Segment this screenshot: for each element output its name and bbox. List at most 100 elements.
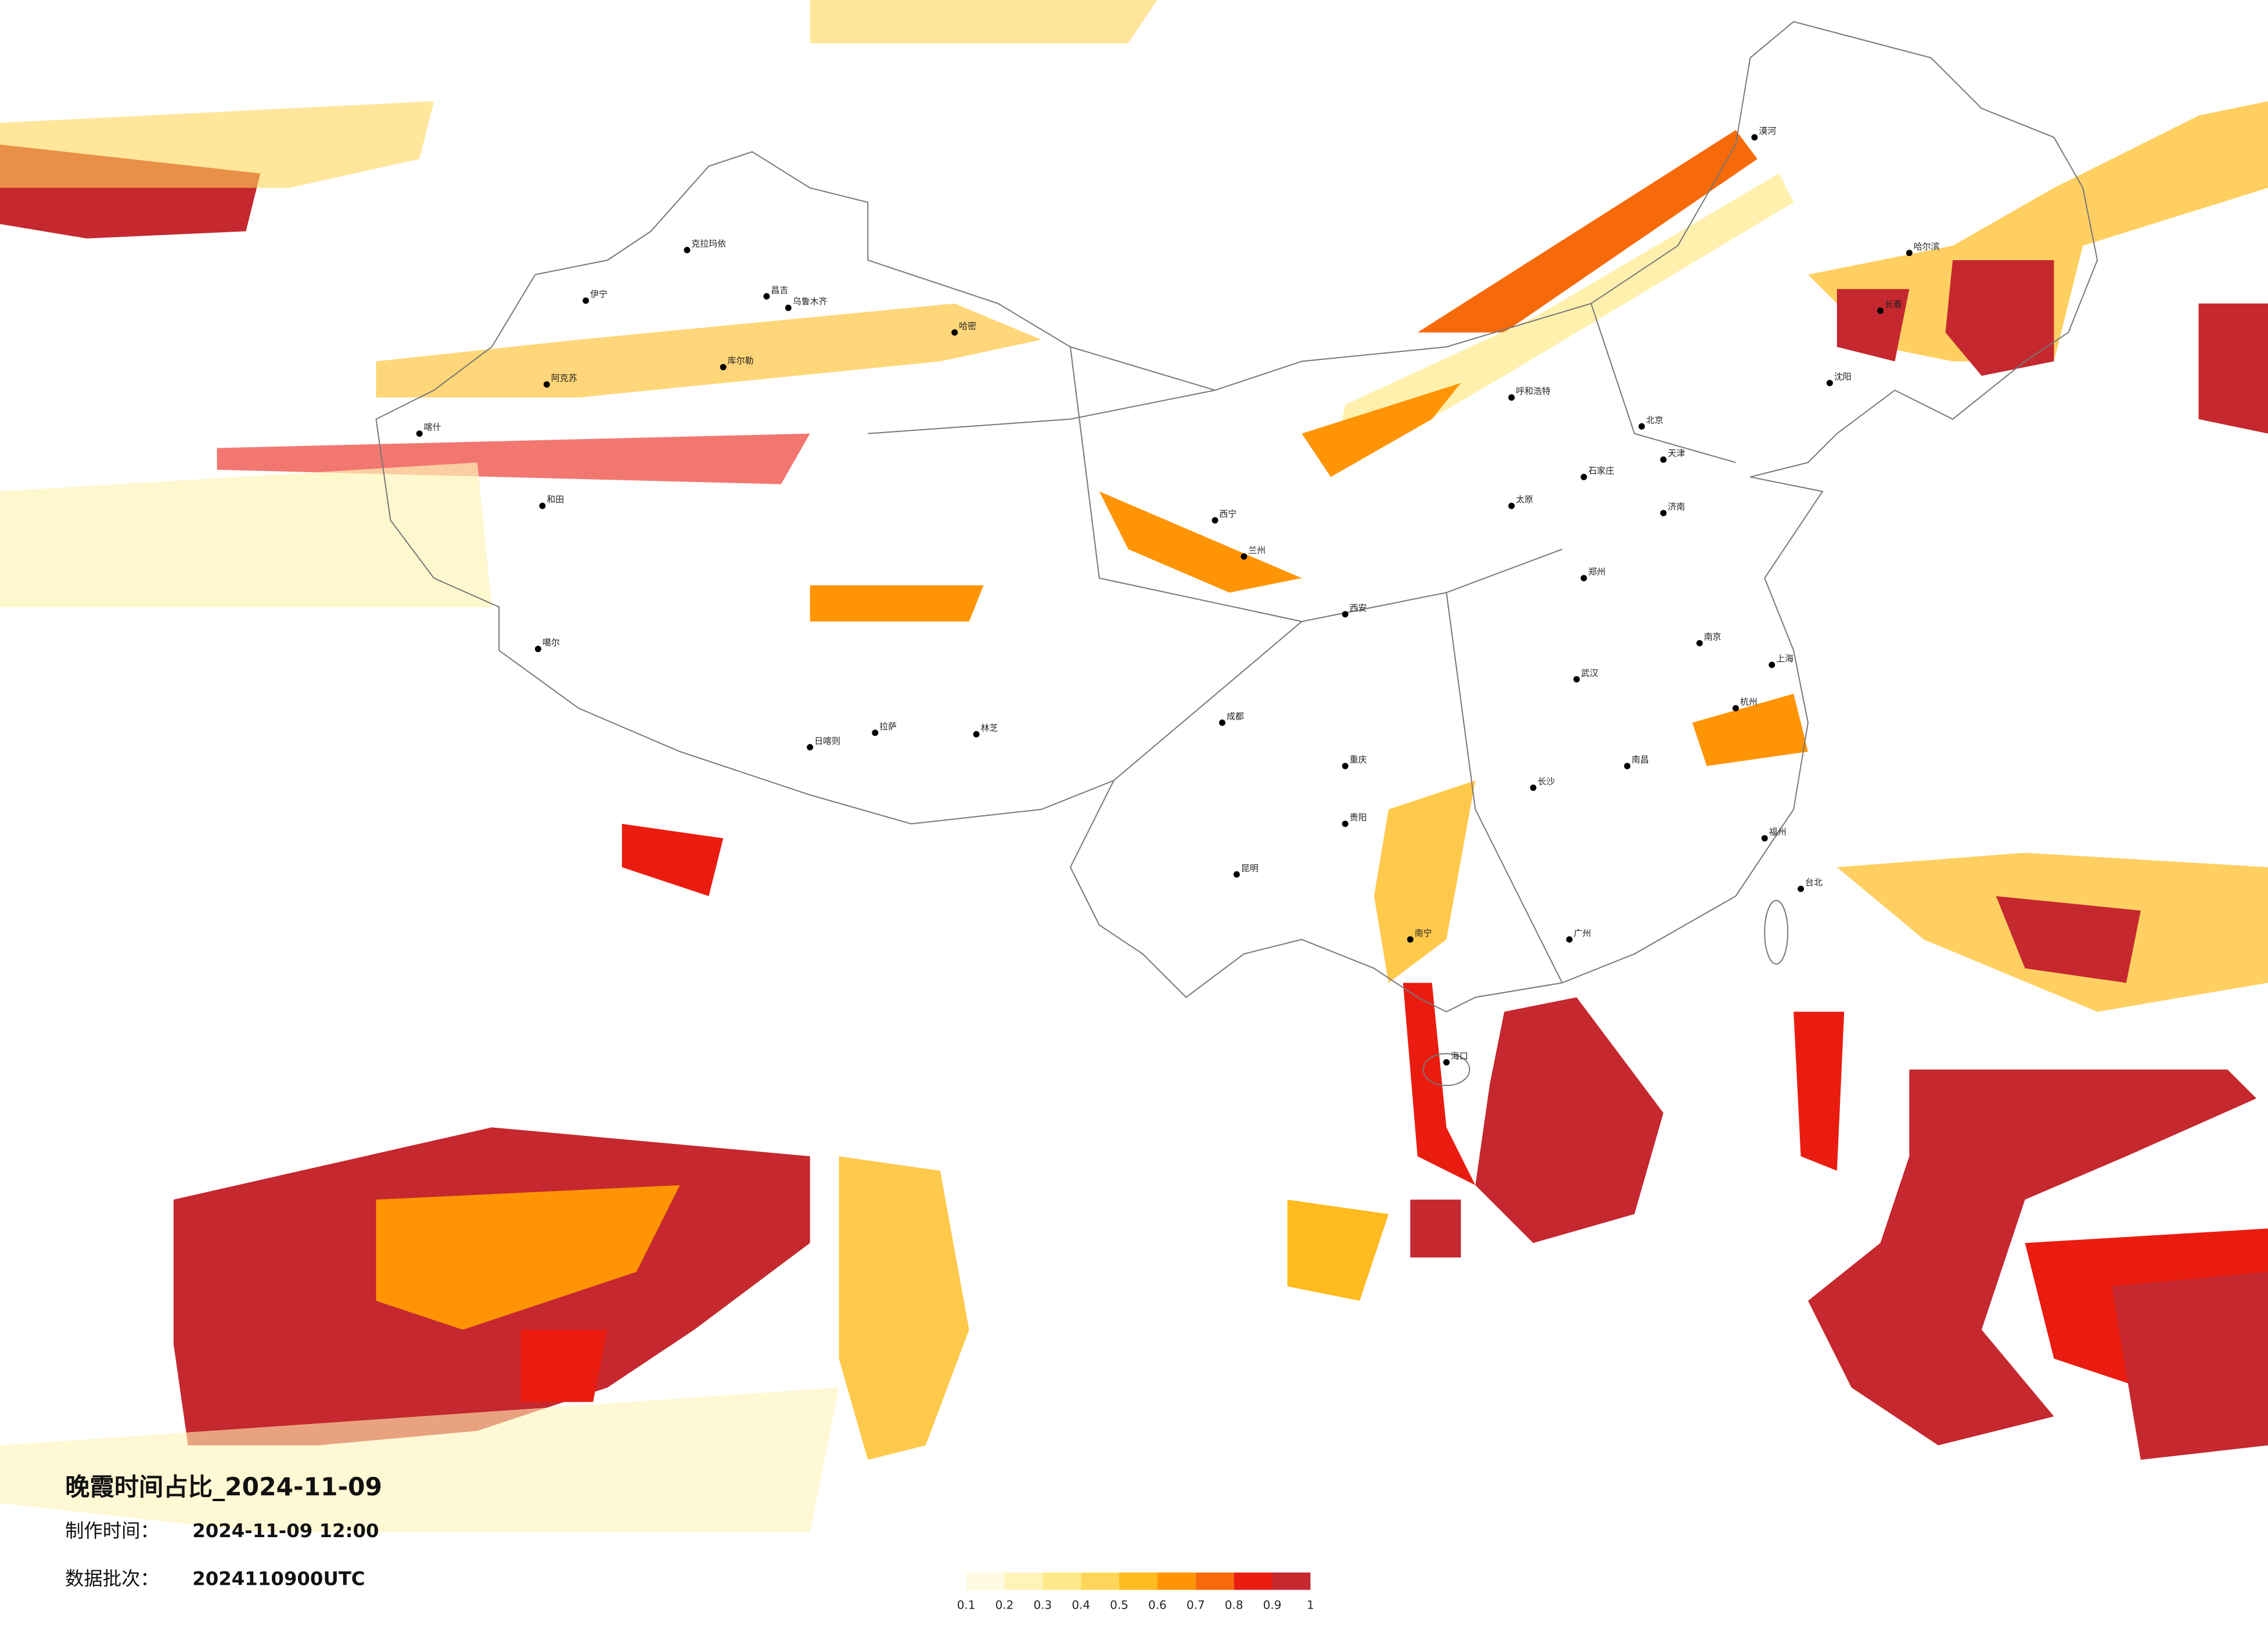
city-label: 漠河	[1759, 125, 1776, 136]
city-dot	[539, 502, 546, 509]
city-dot	[534, 646, 541, 652]
city-dot	[807, 744, 814, 751]
city-dot	[1769, 661, 1775, 668]
city-label: 克拉玛依	[691, 239, 726, 249]
city-dot	[1233, 871, 1240, 878]
city-label: 昌吉	[771, 285, 788, 295]
city-label: 日喀则	[814, 736, 840, 746]
city-dot	[1219, 719, 1225, 726]
city-dot	[1342, 821, 1349, 828]
batch-label: 数据批次：	[65, 1567, 159, 1589]
city-label: 呼和浩特	[1516, 386, 1551, 396]
legend-swatch	[1157, 1572, 1196, 1590]
city-dot	[1696, 640, 1703, 647]
city-label: 南京	[1704, 632, 1721, 642]
city-label: 拉萨	[879, 721, 897, 732]
city-dot	[1407, 936, 1414, 943]
city-dot	[1877, 307, 1884, 314]
city-label: 哈密	[959, 321, 976, 331]
city-label: 贵阳	[1350, 812, 1367, 823]
city-dot	[785, 304, 792, 311]
city-label: 喀什	[424, 422, 441, 433]
legend-swatch	[1195, 1572, 1234, 1590]
legend-swatch	[966, 1572, 1005, 1590]
city-dot	[973, 731, 980, 738]
city-label: 北京	[1646, 415, 1663, 425]
map-title: 晚霞时间占比_2024-11-09	[65, 1473, 382, 1501]
city-label: 沈阳	[1834, 372, 1852, 382]
city-label: 海口	[1451, 1051, 1468, 1061]
legend-tick-label: 0.6	[1148, 1599, 1167, 1612]
legend-swatch	[1004, 1572, 1043, 1590]
city-dot	[543, 381, 550, 388]
city-label: 和田	[547, 494, 564, 505]
china-outline	[375, 21, 2098, 1087]
city-label: 广州	[1574, 928, 1591, 938]
city-dot	[1751, 134, 1758, 141]
city-label: 西宁	[1219, 509, 1237, 519]
city-label: 库尔勒	[728, 355, 754, 366]
city-dot	[1826, 380, 1833, 387]
city-label: 福州	[1769, 827, 1787, 837]
legend: 0.1 0.2 0.3 0.4 0.5 0.6 0.7 0.8 0.9 1	[957, 1572, 1314, 1612]
city-label: 成都	[1227, 711, 1244, 721]
legend-tick-label: 0.8	[1225, 1599, 1243, 1612]
city-label: 伊宁	[590, 289, 608, 300]
city-label: 南宁	[1415, 928, 1432, 938]
city-dot	[720, 364, 727, 370]
city-label: 乌鲁木齐	[793, 296, 828, 307]
city-dot	[1580, 575, 1587, 582]
city-dot	[1580, 473, 1587, 480]
city-label: 杭州	[1740, 697, 1757, 707]
legend-swatch	[1234, 1572, 1273, 1590]
made-value: 2024-11-09 12:00	[192, 1520, 379, 1542]
city-dot	[1573, 676, 1580, 683]
legend-tick-label: 0.7	[1187, 1599, 1205, 1612]
city-label: 天津	[1667, 448, 1685, 459]
city-label: 林芝	[981, 722, 998, 733]
legend-tick-label: 0.9	[1263, 1599, 1282, 1612]
city-dot	[1443, 1059, 1450, 1066]
city-label: 昆明	[1241, 863, 1259, 873]
city-dot	[1761, 835, 1768, 842]
city-label: 上海	[1776, 653, 1793, 664]
legend-swatch	[1272, 1572, 1311, 1590]
city-dot	[763, 293, 770, 300]
city-dot	[1212, 517, 1219, 524]
city-dot	[1660, 456, 1667, 463]
legend-tick-label: 0.3	[1033, 1599, 1052, 1612]
city-dot	[1733, 705, 1739, 712]
legend-tick-label: 1	[1307, 1599, 1314, 1612]
city-label: 阿克苏	[551, 373, 577, 383]
legend-tick-label: 0.4	[1072, 1599, 1090, 1612]
city-dot	[1660, 510, 1667, 517]
city-label: 长沙	[1537, 776, 1555, 786]
city-dot	[951, 329, 958, 336]
legend-tick-label: 0.5	[1110, 1599, 1128, 1612]
city-label: 西安	[1350, 603, 1367, 613]
city-dot	[1906, 250, 1913, 257]
city-label: 郑州	[1588, 567, 1605, 577]
city-label: 兰州	[1248, 545, 1266, 555]
city-dot	[1638, 423, 1645, 430]
city-label: 石家庄	[1588, 465, 1614, 476]
city-dot	[1241, 553, 1248, 560]
city-label: 太原	[1516, 494, 1533, 505]
city-dot	[1530, 784, 1537, 791]
city-label: 武汉	[1581, 668, 1598, 678]
city-dot	[1342, 611, 1349, 618]
made-label: 制作时间：	[65, 1520, 159, 1542]
city-label: 台北	[1805, 877, 1823, 888]
city-dot	[1508, 394, 1515, 401]
city-dot	[1342, 762, 1349, 769]
city-dot	[1508, 502, 1515, 509]
city-label: 南昌	[1631, 754, 1649, 765]
city-dot	[1798, 886, 1805, 893]
city-label: 重庆	[1350, 754, 1367, 765]
city-label: 哈尔滨	[1914, 242, 1940, 252]
city-dot	[684, 247, 691, 254]
city-label: 长春	[1885, 299, 1902, 310]
